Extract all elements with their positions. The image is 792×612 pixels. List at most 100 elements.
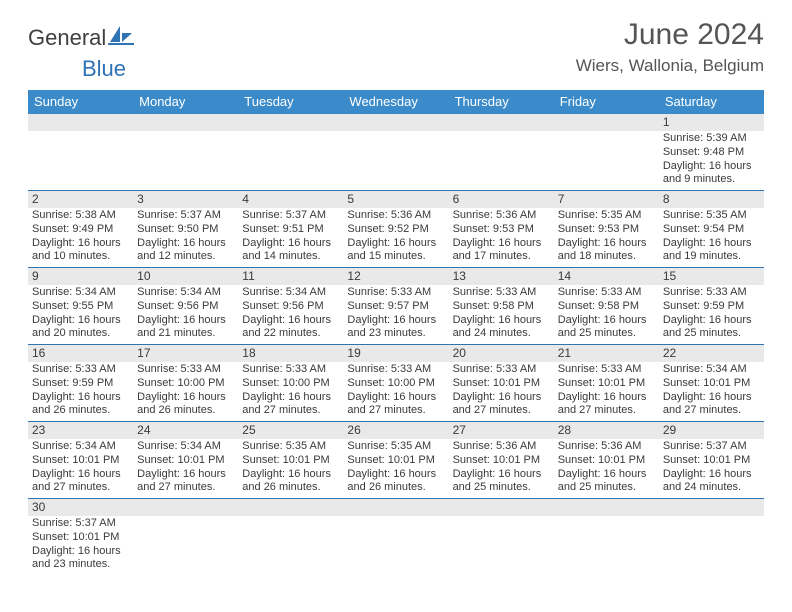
daylight-line: Daylight: 16 hours [453,391,550,405]
week-2-content: Sunrise: 5:34 AMSunset: 9:55 PMDaylight:… [28,285,764,345]
sunrise-line: Sunrise: 5:39 AM [663,132,760,146]
daylight-line: and 27 minutes. [663,404,760,418]
daynum-cell: 14 [554,268,659,286]
daynum-cell: 12 [343,268,448,286]
month-title: June 2024 [576,18,764,52]
calendar-table: SundayMondayTuesdayWednesdayThursdayFrid… [28,90,764,575]
day-cell: Sunrise: 5:35 AMSunset: 10:01 PMDaylight… [238,439,343,499]
sunset-line: Sunset: 10:01 PM [453,377,550,391]
calendar-page: General June 2024 Wiers, Wallonia, Belgi… [0,0,792,612]
daynum-cell: 23 [28,422,133,440]
sunrise-line: Sunrise: 5:33 AM [558,363,655,377]
day-cell: Sunrise: 5:34 AMSunset: 10:01 PMDaylight… [28,439,133,499]
sunset-line: Sunset: 9:59 PM [663,300,760,314]
sunrise-line: Sunrise: 5:33 AM [242,363,339,377]
calendar-header: SundayMondayTuesdayWednesdayThursdayFrid… [28,90,764,114]
daynum-cell: 3 [133,191,238,209]
sunrise-line: Sunrise: 5:33 AM [347,286,444,300]
dow-header-tuesday: Tuesday [238,90,343,114]
day-number: 23 [32,423,129,437]
daynum-cell [554,114,659,131]
week-3-content: Sunrise: 5:33 AMSunset: 9:59 PMDaylight:… [28,362,764,422]
day-number: 11 [242,269,339,283]
sunrise-line: Sunrise: 5:33 AM [137,363,234,377]
day-cell: Sunrise: 5:34 AMSunset: 9:55 PMDaylight:… [28,285,133,345]
sunset-line: Sunset: 10:01 PM [137,454,234,468]
daylight-line: and 27 minutes. [347,404,444,418]
sunrise-line: Sunrise: 5:36 AM [347,209,444,223]
day-number: 9 [32,269,129,283]
daylight-line: and 26 minutes. [347,481,444,495]
day-cell [28,131,133,191]
daynum-cell [343,114,448,131]
sunset-line: Sunset: 10:01 PM [453,454,550,468]
daylight-line: and 25 minutes. [453,481,550,495]
day-cell [133,131,238,191]
daynum-cell [133,114,238,131]
week-5-daynum-band: 30 [28,499,764,517]
sunset-line: Sunset: 10:00 PM [137,377,234,391]
daylight-line: Daylight: 16 hours [137,237,234,251]
dow-header-thursday: Thursday [449,90,554,114]
sunrise-line: Sunrise: 5:33 AM [347,363,444,377]
day-number: 17 [137,346,234,360]
day-number: 26 [347,423,444,437]
daynum-cell: 15 [659,268,764,286]
daylight-line: and 20 minutes. [32,327,129,341]
daynum-cell: 29 [659,422,764,440]
daylight-line: and 12 minutes. [137,250,234,264]
sunrise-line: Sunrise: 5:36 AM [558,440,655,454]
day-number: 22 [663,346,760,360]
day-cell [449,131,554,191]
day-number: 7 [558,192,655,206]
sunrise-line: Sunrise: 5:34 AM [137,440,234,454]
daynum-cell: 13 [449,268,554,286]
daylight-line: and 10 minutes. [32,250,129,264]
daylight-line: and 27 minutes. [453,404,550,418]
sunset-line: Sunset: 9:57 PM [347,300,444,314]
sunset-line: Sunset: 10:01 PM [242,454,339,468]
day-cell: Sunrise: 5:35 AMSunset: 10:01 PMDaylight… [343,439,448,499]
dow-header-sunday: Sunday [28,90,133,114]
daylight-line: and 27 minutes. [558,404,655,418]
week-1-content: Sunrise: 5:38 AMSunset: 9:49 PMDaylight:… [28,208,764,268]
sunset-line: Sunset: 10:00 PM [347,377,444,391]
dow-header-monday: Monday [133,90,238,114]
sunrise-line: Sunrise: 5:34 AM [242,286,339,300]
sunrise-line: Sunrise: 5:34 AM [137,286,234,300]
day-number: 25 [242,423,339,437]
sunset-line: Sunset: 9:48 PM [663,146,760,160]
day-cell [554,516,659,575]
sunset-line: Sunset: 9:52 PM [347,223,444,237]
day-number: 2 [32,192,129,206]
logo-text-general: General [28,25,106,51]
day-number: 28 [558,423,655,437]
day-number: 5 [347,192,444,206]
day-number: 10 [137,269,234,283]
daylight-line: Daylight: 16 hours [663,468,760,482]
day-cell: Sunrise: 5:34 AMSunset: 9:56 PMDaylight:… [133,285,238,345]
sunset-line: Sunset: 9:56 PM [137,300,234,314]
dow-header-saturday: Saturday [659,90,764,114]
week-3-daynum-band: 16171819202122 [28,345,764,363]
day-number: 12 [347,269,444,283]
daynum-cell: 30 [28,499,133,517]
daylight-line: and 24 minutes. [453,327,550,341]
daylight-line: Daylight: 16 hours [453,237,550,251]
daylight-line: Daylight: 16 hours [453,468,550,482]
day-cell: Sunrise: 5:36 AMSunset: 10:01 PMDaylight… [449,439,554,499]
day-cell: Sunrise: 5:33 AMSunset: 10:01 PMDaylight… [449,362,554,422]
day-cell: Sunrise: 5:36 AMSunset: 9:53 PMDaylight:… [449,208,554,268]
daylight-line: Daylight: 16 hours [347,237,444,251]
day-cell: Sunrise: 5:33 AMSunset: 10:00 PMDaylight… [343,362,448,422]
sunrise-line: Sunrise: 5:36 AM [453,209,550,223]
day-cell [554,131,659,191]
logo: General [28,18,136,51]
daylight-line: and 27 minutes. [137,481,234,495]
sunset-line: Sunset: 9:49 PM [32,223,129,237]
daylight-line: Daylight: 16 hours [347,468,444,482]
daylight-line: Daylight: 16 hours [663,160,760,174]
sunset-line: Sunset: 10:01 PM [32,531,129,545]
sunrise-line: Sunrise: 5:37 AM [663,440,760,454]
sunrise-line: Sunrise: 5:36 AM [453,440,550,454]
